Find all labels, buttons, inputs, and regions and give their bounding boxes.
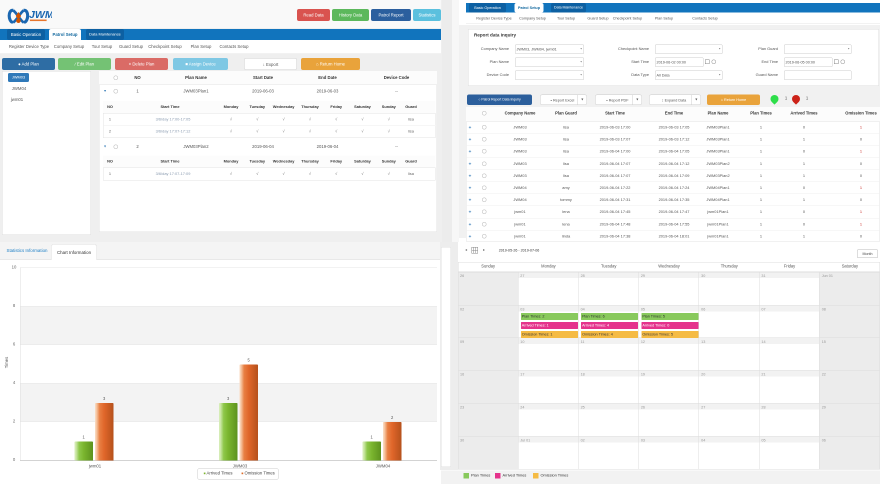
- svg-text:JWM: JWM: [29, 9, 52, 21]
